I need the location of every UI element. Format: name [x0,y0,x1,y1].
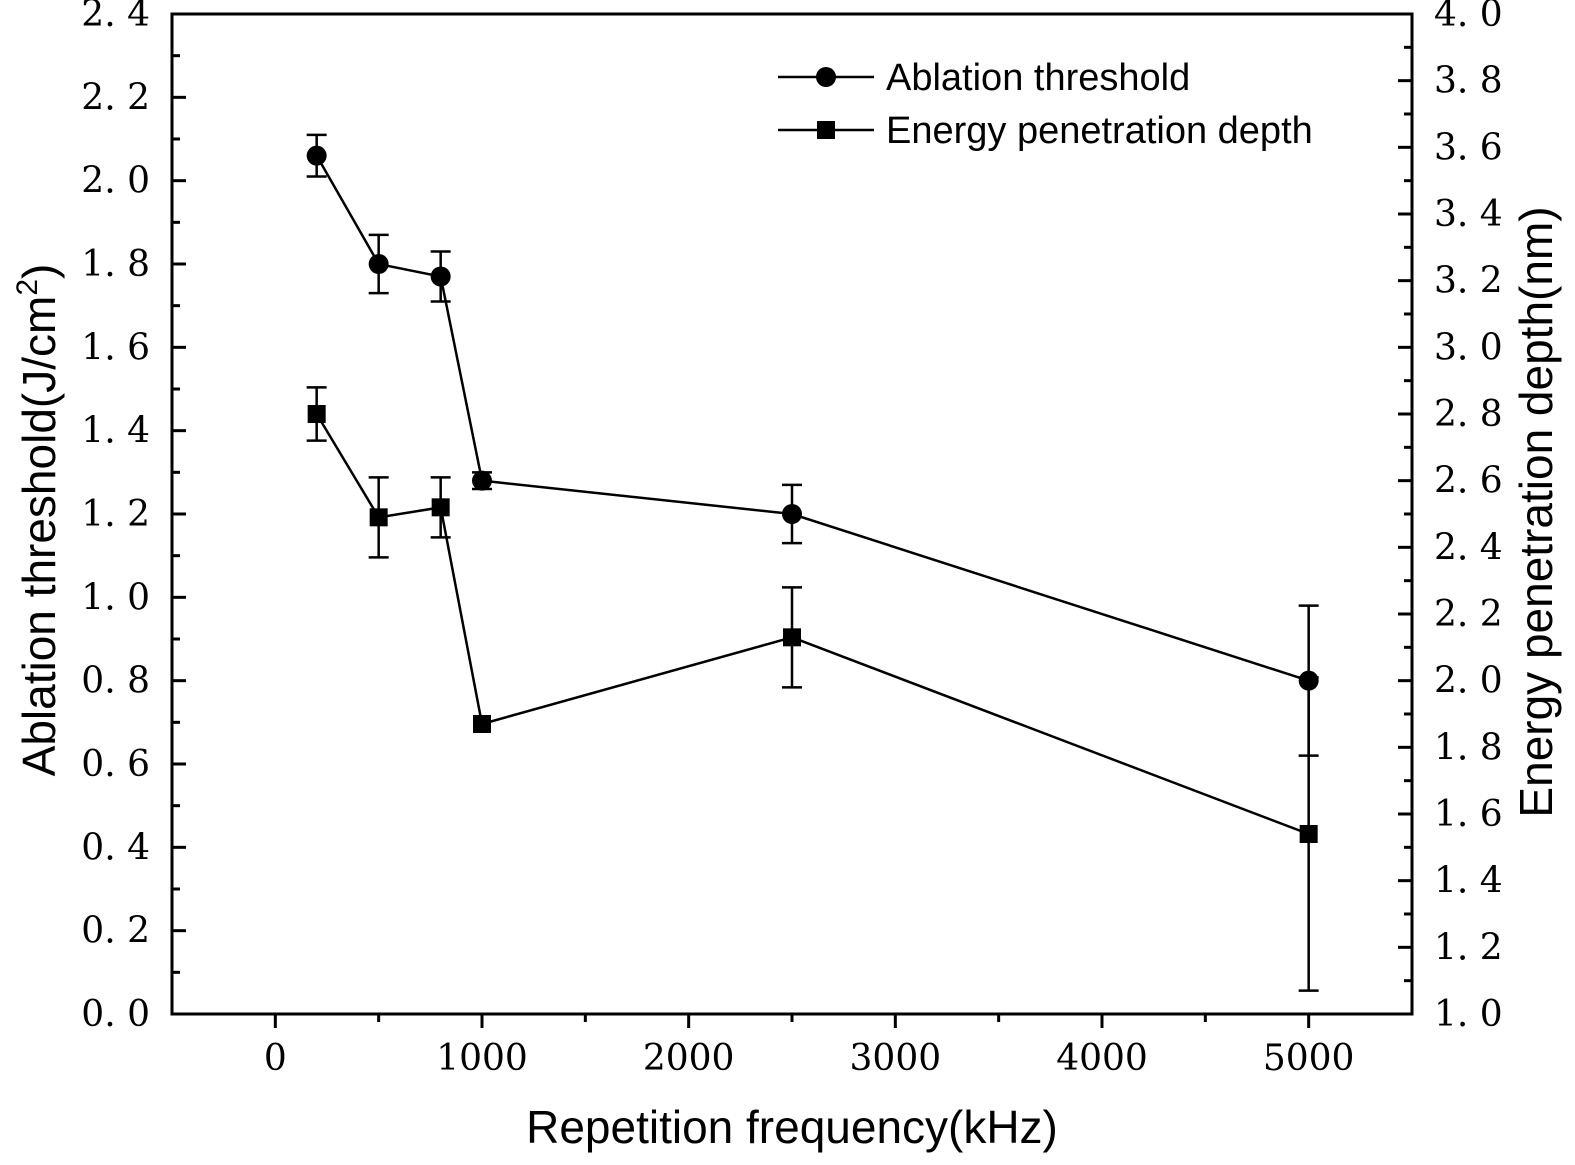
right-y-tick-label: 2. 4 [1434,527,1503,568]
square-marker [369,508,388,527]
x-tick-label: 3000 [850,1038,942,1079]
right-y-axis: 1. 0 1. 2 1. 4 1. 6 1. 8 2. 0 2. 2 2. 4 2. 6 2. 8… [1398,0,1503,1035]
right-y-tick-label: 2. 0 [1434,661,1503,702]
right-y-tick-label: 2. 8 [1434,394,1503,435]
x-tick-label: 5000 [1263,1038,1355,1079]
square-marker [783,628,801,647]
right-y-tick-label: 1. 4 [1434,861,1503,902]
x-tick-label: 0 [264,1038,287,1079]
legend-label: Energy penetration depth [886,110,1313,152]
left-y-tick-label: 1. 4 [81,411,150,452]
left-y-tick-label: 1. 6 [81,327,150,368]
circle-marker [782,504,802,524]
circle-marker [306,145,327,166]
left-y-tick-label: 0. 4 [81,827,150,868]
series-line-square [315,413,1310,836]
right-y-tick-label: 1. 2 [1434,927,1503,968]
x-axis: 0 1000 2000 3000 4000 5000 [264,1014,1355,1079]
right-y-tick-label: 3. 8 [1434,61,1503,102]
left-y-tick-label: 1. 0 [81,577,150,618]
left-y-axis: 0. 0 0. 2 0. 4 0. 6 0. 8 1. 0 1. 2 1. 4 1. 6 1. 8… [81,0,186,1035]
x-tick-label: 2000 [643,1038,735,1079]
right-y-tick-label: 2. 2 [1434,594,1503,635]
left-y-axis-title-main: Ablation threshold(J/cm [13,296,65,777]
left-y-tick-label: 0. 0 [81,994,150,1035]
circle-marker [430,266,451,287]
series-layer [306,133,1319,992]
left-y-axis-title: Ablation threshold(J/cm2) [11,264,65,777]
left-y-tick-label: 2. 0 [81,161,150,202]
right-y-tick-label: 3. 6 [1434,127,1503,168]
x-tick-label: 4000 [1056,1038,1148,1079]
circle-marker [368,254,389,274]
legend: Ablation threshold Energy penetration dep… [778,57,1313,152]
right-y-tick-label: 4. 0 [1434,0,1503,35]
left-y-tick-label: 1. 2 [81,494,150,535]
right-y-tick-label: 3. 4 [1434,194,1503,235]
left-y-tick-label: 1. 8 [81,244,150,285]
left-y-tick-label: 2. 4 [81,0,150,35]
left-y-axis-title-close: ) [13,264,65,279]
right-y-tick-label: 1. 0 [1434,994,1503,1035]
right-y-axis-title: Energy penetration depth(nm) [1510,206,1562,817]
right-y-tick-label: 3. 0 [1434,327,1503,368]
x-tick-label: 1000 [436,1038,528,1079]
right-y-tick-label: 3. 2 [1434,261,1503,302]
square-marker [307,405,326,423]
legend-circle-marker [816,67,836,87]
right-y-tick-label: 2. 6 [1434,461,1503,502]
left-y-tick-label: 0. 8 [81,661,150,702]
left-y-tick-label: 0. 2 [81,911,150,952]
right-y-tick-label: 1. 6 [1434,794,1503,835]
circle-marker [472,470,492,491]
x-axis-title: Repetition frequency(kHz) [526,1101,1058,1153]
square-marker [473,715,491,733]
legend-label: Ablation threshold [886,57,1190,99]
square-marker [1299,825,1318,843]
left-y-axis-title-superscript: 2 [11,279,44,296]
left-y-tick-label: 2. 2 [81,77,150,118]
right-y-tick-label: 1. 8 [1434,727,1503,768]
square-marker [431,498,450,517]
left-y-tick-label: 0. 6 [81,744,150,785]
series-line-circle [315,155,1310,682]
legend-square-marker [817,121,835,139]
